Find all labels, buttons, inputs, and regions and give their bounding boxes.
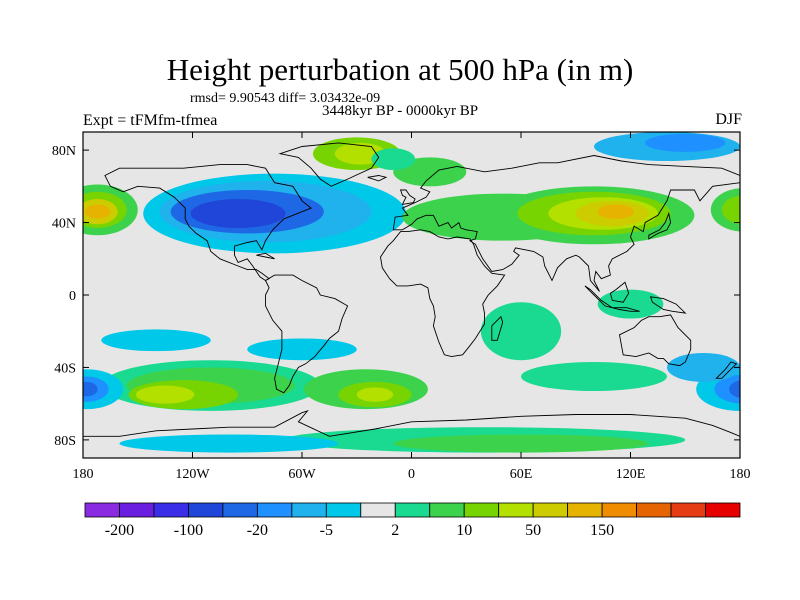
coastline-australia <box>618 314 692 367</box>
field-contour-42 <box>393 434 649 453</box>
coastline-indonesia <box>584 285 640 312</box>
colorbar: -200 -100 -20 -5 2 10 50 150 <box>84 502 741 539</box>
field-contours <box>83 132 740 458</box>
coastline-africa <box>380 229 506 358</box>
field-contour-23 <box>597 289 664 319</box>
colorbar-swatch-9 <box>394 502 431 518</box>
axes: 180 120W 60W 0 60E 120E 180 80N 40N 0 40S 80S <box>52 132 751 482</box>
colorbar-swatch-7 <box>325 502 362 518</box>
field-contour-34 <box>714 374 740 404</box>
field-contour-21 <box>371 148 416 171</box>
rmsd-diff-label: rmsd= 9.90543 diff= 3.03432e-09 <box>190 91 381 106</box>
colorbar-label-10: 10 <box>456 522 472 539</box>
colorbar-swatch-14 <box>567 502 603 518</box>
coastline-iceland <box>367 175 388 182</box>
colorbar-label--200: -200 <box>105 522 134 539</box>
x-tick-label-120W: 120W <box>175 467 210 482</box>
y-tick-label-40N: 40N <box>52 217 76 232</box>
season-label: DJF <box>715 111 742 128</box>
field-contour-5 <box>721 195 740 225</box>
colorbar-swatch-8 <box>360 502 396 518</box>
colorbar-label--20: -20 <box>247 522 268 539</box>
colorbar-label--5: -5 <box>320 522 333 539</box>
field-contour-32 <box>101 329 211 352</box>
x-tick-label-0: 0 <box>408 467 415 482</box>
coastline-madagascar <box>491 315 504 341</box>
x-tick-label-180: 180 <box>73 467 94 482</box>
field-contour-35 <box>729 380 740 398</box>
colorbar-label--100: -100 <box>174 522 203 539</box>
field-contour-39 <box>667 352 740 382</box>
coastline-new-guinea <box>649 296 687 314</box>
x-tick-label-60E: 60E <box>510 467 533 482</box>
field-contour-38 <box>83 381 98 397</box>
field-contour-40 <box>521 362 667 391</box>
field-contour-13 <box>645 133 726 152</box>
colorbar-swatch-0 <box>84 502 120 518</box>
y-tick-label-0: 0 <box>69 289 76 304</box>
y-tick-label-40S: 40S <box>54 361 76 376</box>
coastlines <box>83 142 740 437</box>
colorbar-swatch-13 <box>532 502 569 518</box>
field-contour-9 <box>190 199 286 228</box>
colorbar-label-150: 150 <box>590 522 614 539</box>
field-contour-31 <box>247 338 357 361</box>
coastline-antarctica <box>83 409 740 437</box>
period-label: 3448kyr BP - 0000kyr BP <box>322 103 479 119</box>
coastline-cuba <box>256 252 275 260</box>
colorbar-swatch-12 <box>498 502 534 518</box>
coastline-south-america <box>264 274 349 394</box>
coastline-eurasia-africa <box>392 155 740 292</box>
field-contour-30 <box>356 387 394 402</box>
coastline-borneo <box>609 281 630 303</box>
colorbar-swatch-4 <box>222 502 258 518</box>
colorbar-swatch-3 <box>188 502 224 518</box>
colorbar-label-2: 2 <box>391 522 399 539</box>
colorbar-swatch-16 <box>636 502 672 518</box>
colorbar-label-50: 50 <box>525 522 541 539</box>
colorbar-swatch-18 <box>705 502 741 518</box>
field-contour-3 <box>84 204 111 219</box>
colorbar-swatch-15 <box>601 502 637 518</box>
colorbar-swatch-17 <box>670 502 706 518</box>
colorbar-swatch-5 <box>256 502 293 518</box>
coastline-uk <box>399 189 416 205</box>
y-tick-label-80N: 80N <box>52 144 76 159</box>
field-contour-19 <box>597 204 635 219</box>
experiment-label: Expt = tFMfm-tfmea <box>83 112 218 129</box>
colorbar-swatch-2 <box>153 502 189 518</box>
x-tick-label-120E: 120E <box>616 467 646 482</box>
x-tick-label-180: 180 <box>730 467 751 482</box>
field-contour-4 <box>710 188 740 232</box>
chart-title: Height perturbation at 500 hPa (in m) <box>166 52 634 87</box>
colorbar-swatch-11 <box>463 502 500 518</box>
coastline-greenland <box>278 142 380 187</box>
field-contour-27 <box>135 385 195 404</box>
field-contour-22 <box>480 302 562 361</box>
x-tick-label-60W: 60W <box>288 467 316 482</box>
colorbar-swatch-1 <box>119 502 155 518</box>
coastline-north-america <box>104 164 312 282</box>
y-tick-label-80S: 80S <box>54 434 76 449</box>
field-contour-43 <box>119 434 339 453</box>
colorbar-swatch-6 <box>291 502 327 518</box>
coastline-new-zealand <box>715 361 738 379</box>
coastline-japan <box>648 211 672 240</box>
colorbar-swatch-10 <box>429 502 465 518</box>
